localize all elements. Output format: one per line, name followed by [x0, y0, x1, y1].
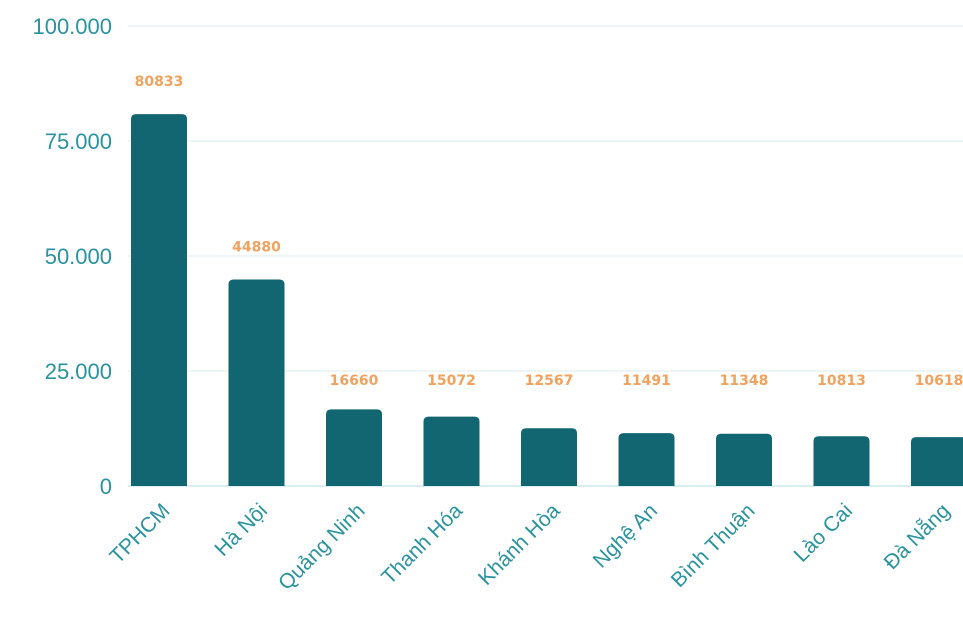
bar [228, 279, 285, 486]
x-axis-tick-labels: TPHCM Hà Nội Quảng Ninh Thanh Hóa Khánh Hòa N… [105, 499, 954, 595]
x-tick-label: Lào Cai [790, 499, 857, 566]
x-tick-label: Hà Nội [210, 499, 272, 561]
bar [813, 436, 870, 486]
y-tick-label: 50.000 [45, 244, 112, 269]
data-label: 10618 [915, 373, 963, 389]
y-tick-label: 0 [100, 474, 112, 499]
data-label: 10813 [817, 373, 866, 389]
data-label: 16660 [330, 373, 379, 389]
bar [911, 437, 963, 486]
data-label: 11491 [622, 373, 671, 389]
x-tick-label: TPHCM [105, 499, 174, 568]
data-label: 15072 [427, 373, 476, 389]
bar [423, 416, 480, 486]
bar [521, 428, 577, 486]
y-tick-label: 75.000 [45, 129, 112, 154]
x-tick-label: Khánh Hòa [474, 499, 565, 590]
x-tick-label: Thanh Hóa [377, 499, 467, 589]
x-tick-label: Đà Nẵng [880, 499, 955, 574]
x-tick-label: Nghệ An [589, 499, 662, 572]
y-tick-label: 100.000 [32, 14, 112, 39]
data-label: 80833 [135, 74, 184, 90]
x-tick-label: Quảng Ninh [274, 499, 370, 595]
x-tick-label: Bình Thuận [667, 499, 760, 592]
bars [131, 114, 963, 486]
data-label: 44880 [232, 240, 281, 256]
bar [716, 433, 772, 486]
bar [618, 433, 675, 486]
data-label: 12567 [525, 373, 574, 389]
data-labels: 80833 44880 16660 15072 12567 11491 11348 10813… [135, 74, 963, 389]
data-label: 11348 [720, 373, 769, 389]
y-axis-tick-labels: 0 25.000 50.000 75.000 100.000 [32, 14, 112, 499]
y-tick-label: 25.000 [45, 359, 112, 384]
bar [131, 114, 187, 486]
bar [326, 409, 382, 486]
